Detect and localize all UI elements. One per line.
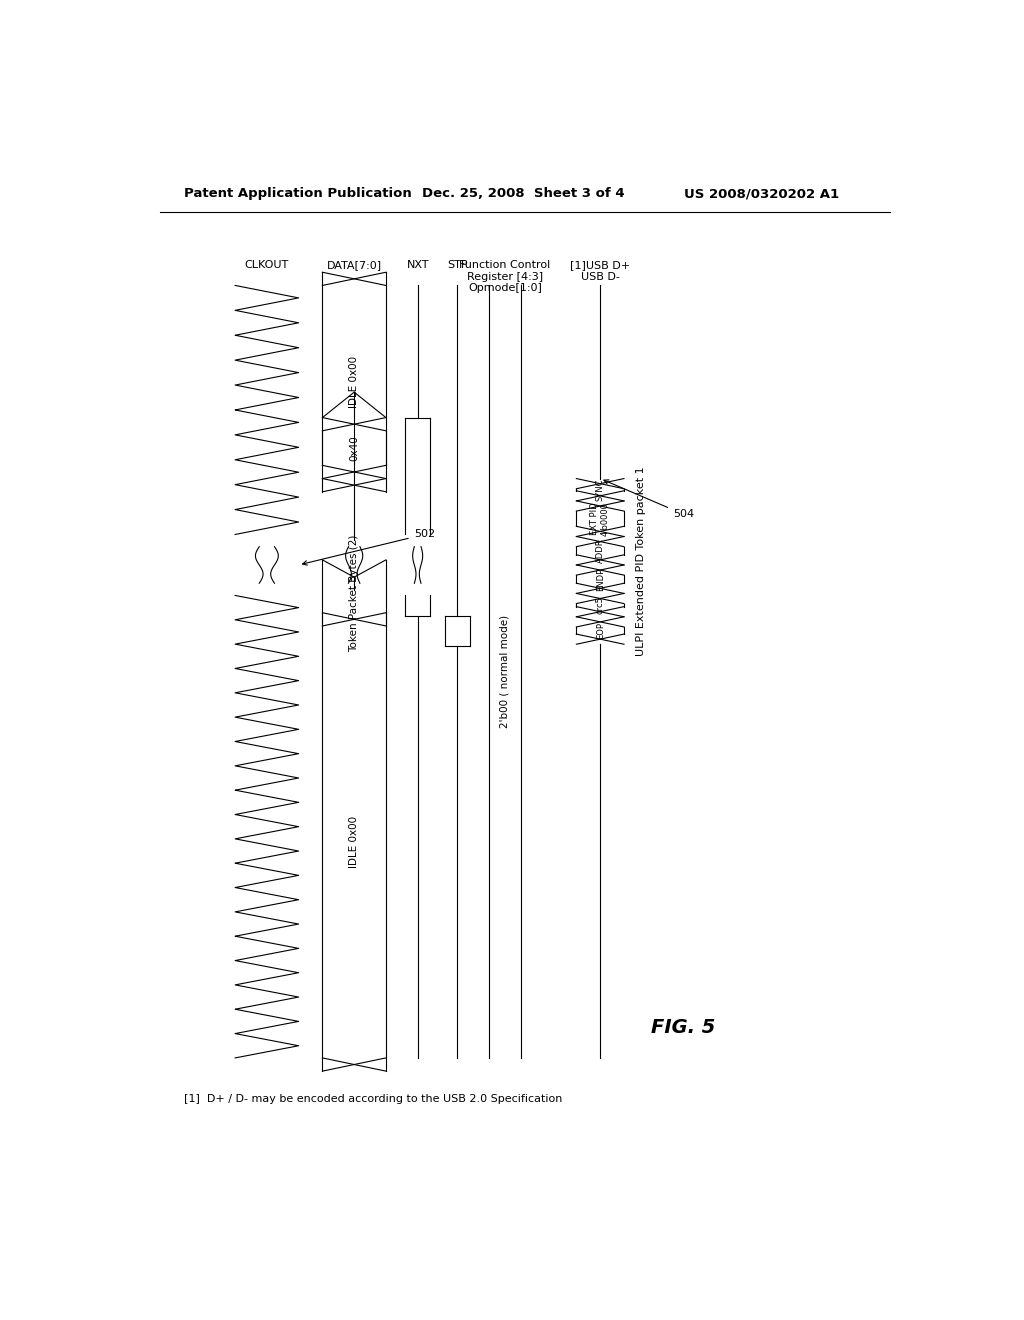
Text: SYNC: SYNC [596,478,605,502]
Text: DATA[7:0]: DATA[7:0] [327,260,382,271]
Text: Function Control
Register [4:3]
Opmode[1:0]: Function Control Register [4:3] Opmode[1… [460,260,551,293]
Text: 0x40: 0x40 [349,436,359,461]
Text: EXT PID
4'b0000: EXT PID 4'b0000 [591,502,610,536]
Text: IDLE 0x00: IDLE 0x00 [349,816,359,869]
Text: [1]USB D+
USB D-: [1]USB D+ USB D- [570,260,630,281]
Text: ULPI Extended PID Token packet 1: ULPI Extended PID Token packet 1 [636,466,646,656]
Text: Patent Application Publication: Patent Application Publication [183,187,412,201]
Text: Token Packet Bytes (2): Token Packet Bytes (2) [349,535,359,652]
Text: crc5: crc5 [596,597,605,614]
Text: 502: 502 [302,529,435,565]
Text: EOP: EOP [596,622,605,639]
Text: ADDR: ADDR [596,539,605,564]
Text: FIG. 5: FIG. 5 [651,1018,716,1038]
Text: 2'b00 ( normal mode): 2'b00 ( normal mode) [500,615,510,729]
Text: US 2008/0320202 A1: US 2008/0320202 A1 [684,187,839,201]
Text: STP: STP [447,260,468,271]
Text: CLKOUT: CLKOUT [245,260,289,271]
Text: ENDP: ENDP [596,568,605,591]
Text: IDLE 0x00: IDLE 0x00 [349,356,359,408]
Text: Dec. 25, 2008  Sheet 3 of 4: Dec. 25, 2008 Sheet 3 of 4 [422,187,625,201]
Text: [1]  D+ / D- may be encoded according to the USB 2.0 Specification: [1] D+ / D- may be encoded according to … [183,1093,562,1104]
Text: 504: 504 [604,480,694,519]
Text: NXT: NXT [407,260,429,271]
